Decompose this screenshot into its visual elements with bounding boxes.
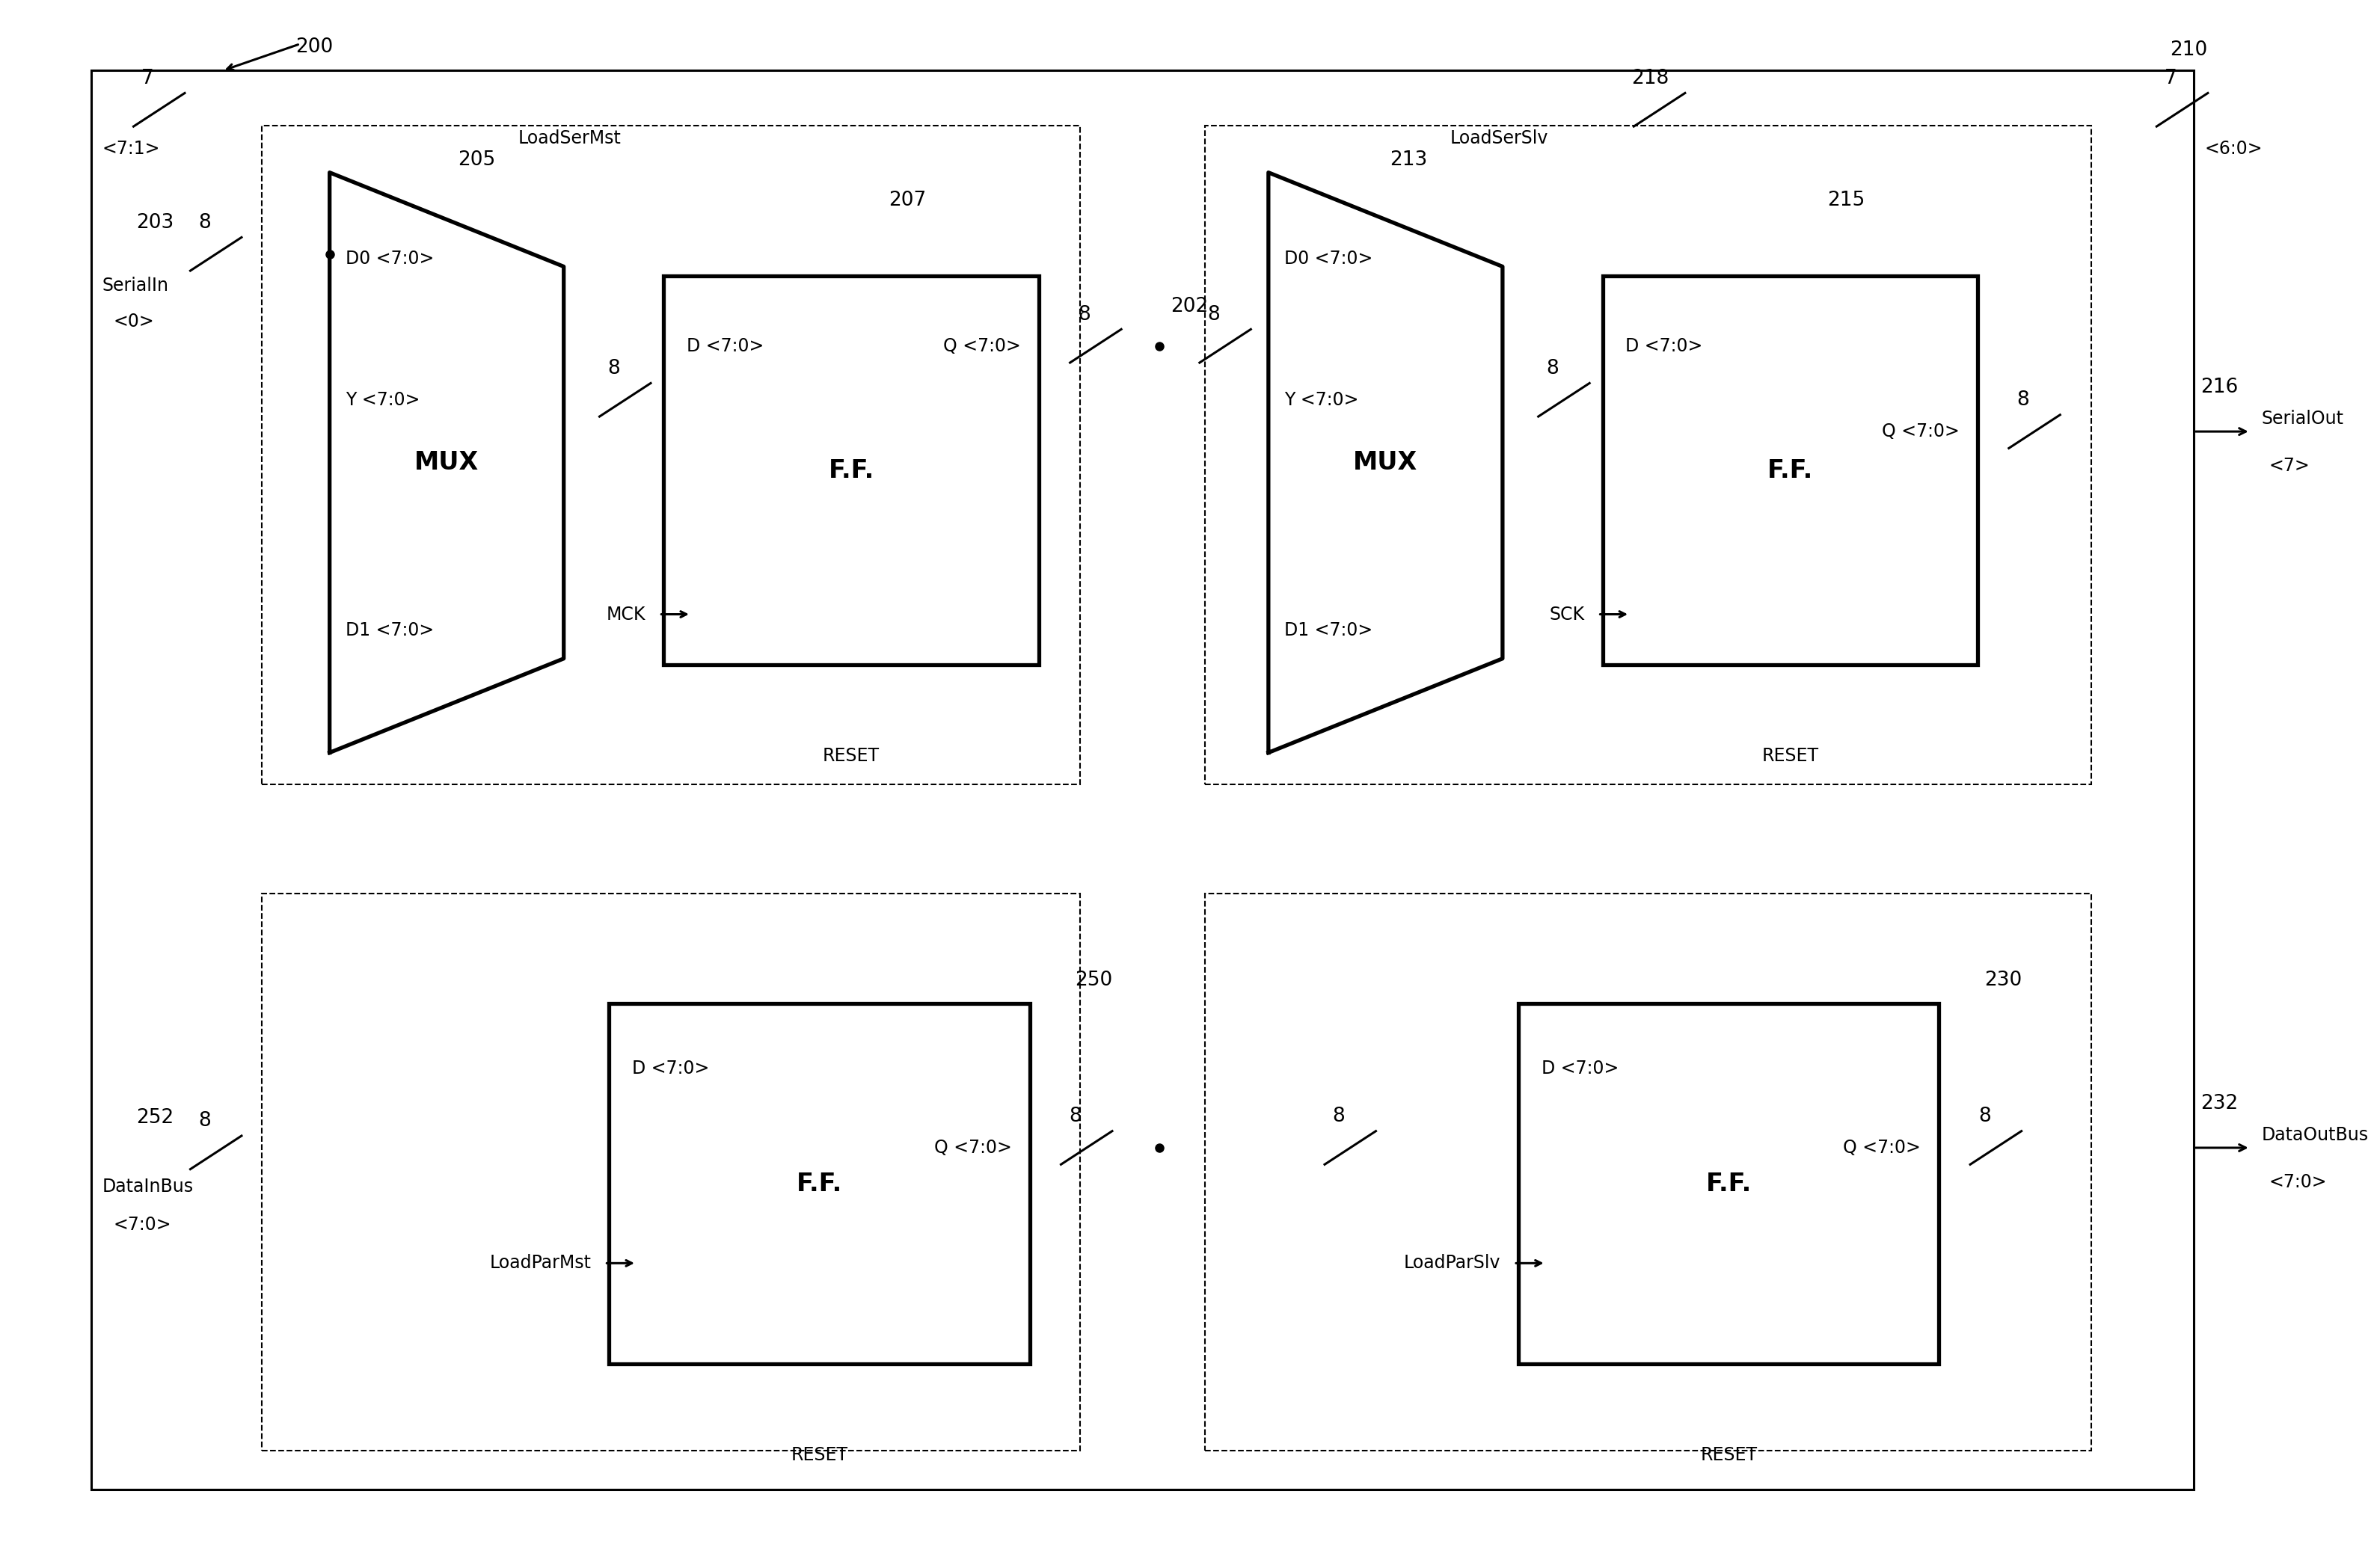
Text: 203: 203 [138, 213, 173, 232]
Text: LoadParMst: LoadParMst [488, 1254, 590, 1272]
Text: Y <7:0>: Y <7:0> [346, 390, 420, 409]
Text: DataInBus: DataInBus [102, 1178, 194, 1196]
Bar [1204, 125, 2091, 784]
Text: LoadSerMst: LoadSerMst [519, 129, 621, 147]
Text: 8: 8 [1333, 1107, 1344, 1126]
Text: MUX: MUX [415, 450, 479, 475]
Text: 200: 200 [296, 38, 332, 56]
Text: <0>: <0> [114, 312, 154, 331]
Text: D <7:0>: D <7:0> [1624, 337, 1702, 354]
Bar [261, 894, 1079, 1450]
Text: RESET: RESET [1762, 746, 1819, 765]
Text: RESET: RESET [1700, 1446, 1757, 1465]
Text: 232: 232 [2200, 1094, 2238, 1113]
Text: SCK: SCK [1548, 605, 1584, 622]
Text: 7: 7 [2165, 69, 2177, 88]
Text: F.F.: F.F. [1766, 458, 1814, 483]
Text: 8: 8 [1977, 1107, 1992, 1126]
Bar [609, 1004, 1029, 1364]
Text: D <7:0>: D <7:0> [1541, 1060, 1619, 1077]
Bar [1603, 276, 1977, 665]
Text: 210: 210 [2169, 41, 2207, 60]
Text: D <7:0>: D <7:0> [688, 337, 763, 354]
Text: F.F.: F.F. [1705, 1171, 1752, 1196]
Polygon shape [330, 172, 564, 753]
Text: 215: 215 [1828, 191, 1866, 210]
Text: 205: 205 [458, 151, 496, 169]
Text: LoadSerSlv: LoadSerSlv [1451, 129, 1548, 147]
Text: 230: 230 [1985, 971, 2022, 989]
Polygon shape [1268, 172, 1503, 753]
Text: LoadParSlv: LoadParSlv [1404, 1254, 1501, 1272]
Text: SerialIn: SerialIn [102, 276, 168, 295]
Text: Q <7:0>: Q <7:0> [944, 337, 1020, 354]
Text: 250: 250 [1074, 971, 1112, 989]
Text: 8: 8 [1207, 304, 1221, 325]
Text: RESET: RESET [823, 746, 880, 765]
Text: <7:0>: <7:0> [2269, 1173, 2326, 1192]
Text: D0 <7:0>: D0 <7:0> [1285, 249, 1373, 268]
Text: 216: 216 [2200, 378, 2238, 397]
Text: <7:1>: <7:1> [102, 140, 161, 158]
Text: Q <7:0>: Q <7:0> [1842, 1138, 1921, 1157]
Text: 8: 8 [1079, 304, 1091, 325]
Bar [1517, 1004, 1939, 1364]
Text: 8: 8 [199, 213, 211, 232]
Text: Y <7:0>: Y <7:0> [1285, 390, 1359, 409]
Text: 8: 8 [607, 359, 619, 378]
Text: <6:0>: <6:0> [2205, 140, 2262, 158]
Bar [261, 125, 1079, 784]
Text: 7: 7 [142, 69, 154, 88]
Text: 8: 8 [1069, 1107, 1081, 1126]
Text: 252: 252 [138, 1109, 173, 1127]
Text: <7:0>: <7:0> [114, 1215, 171, 1234]
Text: MUX: MUX [1354, 450, 1418, 475]
Text: D0 <7:0>: D0 <7:0> [346, 249, 434, 268]
Bar [664, 276, 1038, 665]
Text: 207: 207 [889, 191, 927, 210]
Text: F.F.: F.F. [827, 458, 875, 483]
Text: 213: 213 [1389, 151, 1427, 169]
Text: 218: 218 [1631, 69, 1669, 88]
Text: D1 <7:0>: D1 <7:0> [346, 621, 434, 640]
Text: MCK: MCK [607, 605, 645, 622]
Text: Q <7:0>: Q <7:0> [1883, 422, 1958, 441]
Text: <7>: <7> [2269, 456, 2309, 475]
Text: F.F.: F.F. [797, 1171, 842, 1196]
Text: 8: 8 [1546, 359, 1558, 378]
Text: D <7:0>: D <7:0> [633, 1060, 709, 1077]
Text: Q <7:0>: Q <7:0> [934, 1138, 1012, 1157]
Text: 8: 8 [199, 1112, 211, 1131]
Bar [1204, 894, 2091, 1450]
Text: SerialOut: SerialOut [2262, 409, 2345, 428]
Text: D1 <7:0>: D1 <7:0> [1285, 621, 1373, 640]
Text: DataOutBus: DataOutBus [2262, 1126, 2369, 1145]
Text: 202: 202 [1171, 296, 1209, 317]
Text: 8: 8 [2018, 390, 2030, 409]
Text: RESET: RESET [792, 1446, 849, 1465]
